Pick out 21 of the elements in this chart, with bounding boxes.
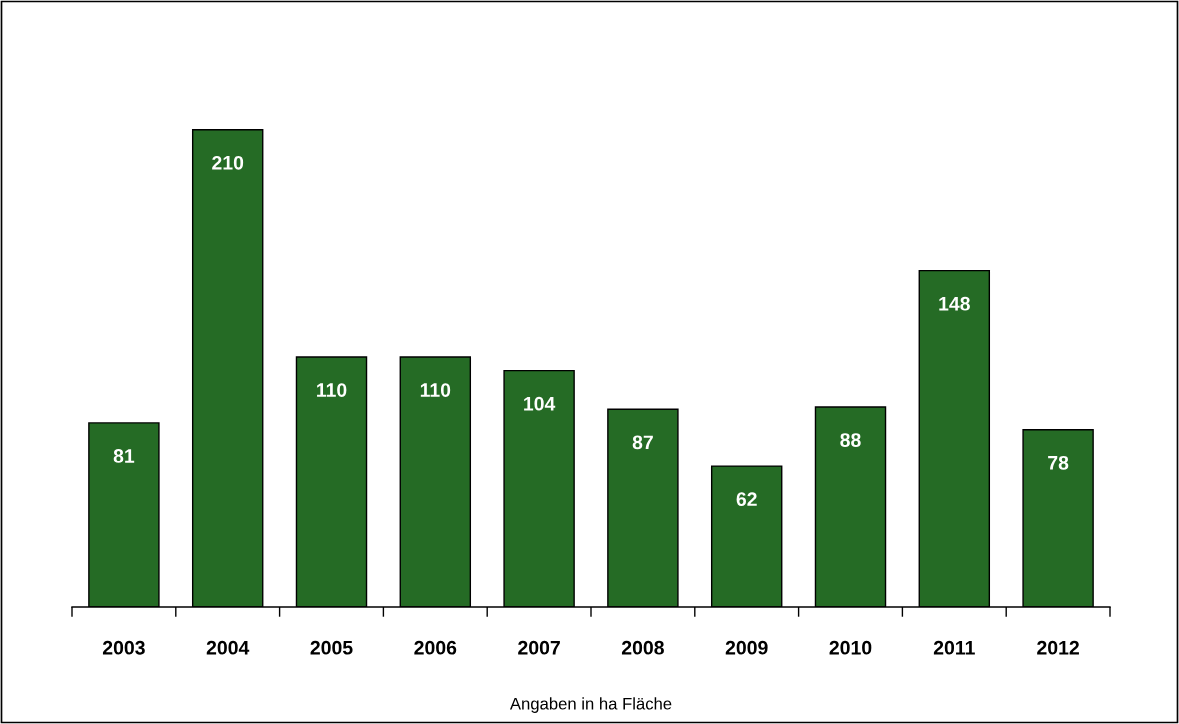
data-label: 210 xyxy=(212,155,244,170)
data-label: 87 xyxy=(632,435,653,450)
x-tick-label: 2011 xyxy=(933,640,975,655)
data-label: 110 xyxy=(317,383,347,397)
data-label: 104 xyxy=(524,396,556,411)
data-label: 81 xyxy=(113,449,135,463)
x-tick-label: 2008 xyxy=(621,640,664,655)
x-tick-label: 2012 xyxy=(1037,640,1079,655)
x-tick-label: 2010 xyxy=(829,640,872,655)
x-axis-title: Angaben in ha Fläche xyxy=(509,697,672,713)
data-label: 148 xyxy=(939,296,970,311)
x-tick-label: 2009 xyxy=(725,640,768,655)
x-tick-label: 2005 xyxy=(310,640,353,655)
data-label: 110 xyxy=(420,383,451,397)
data-label: 62 xyxy=(736,492,757,507)
x-tick-label: 2004 xyxy=(206,640,250,655)
x-tick-label: 2007 xyxy=(518,640,560,655)
x-tick-label: 2006 xyxy=(414,640,457,655)
data-label: 88 xyxy=(840,433,861,447)
x-tick-label: 2003 xyxy=(102,640,145,655)
data-label: 78 xyxy=(1048,455,1069,470)
